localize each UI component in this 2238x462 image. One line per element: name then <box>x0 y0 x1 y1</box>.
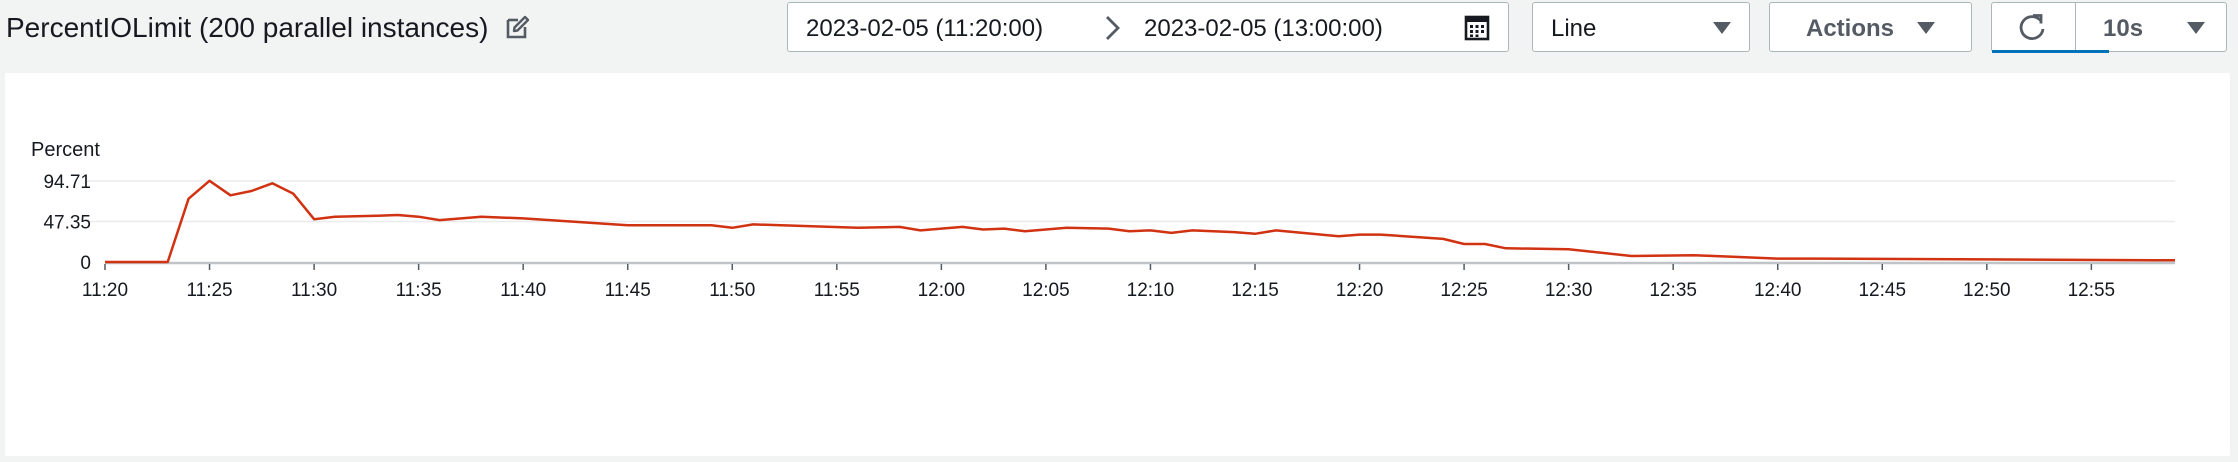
refresh-icon <box>2019 14 2045 40</box>
y-axis-label: Percent <box>31 139 100 161</box>
time-range-picker[interactable]: 2023-02-05 (11:20:00) 2023-02-05 (13:00:… <box>787 2 1509 52</box>
x-tick-label: 12:00 <box>918 280 966 301</box>
x-tick-label: 12:05 <box>1022 280 1070 301</box>
refresh-interval-select[interactable]: 10s <box>2075 3 2225 50</box>
y-tick-label: 0 <box>80 253 91 274</box>
x-tick-label: 12:15 <box>1231 280 1279 301</box>
chevron-right-icon <box>1106 16 1120 40</box>
refresh-interval-value: 10s <box>2103 15 2144 42</box>
edit-icon[interactable] <box>502 13 532 43</box>
chart-panel: Percent 0 47.35 94.71 11:20 11:25 11:30 11:35… <box>5 73 2230 456</box>
refresh-progress-bar <box>1992 50 2109 53</box>
x-tick-label: 12:50 <box>1963 280 2011 301</box>
x-tick-label: 12:40 <box>1754 280 1802 301</box>
calendar-icon[interactable] <box>1464 15 1490 41</box>
x-tick-label: 12:30 <box>1545 280 1593 301</box>
x-tick-label: 11:30 <box>291 280 337 301</box>
widget-header: PercentIOLimit (200 parallel instances) … <box>0 0 2238 72</box>
series-line[interactable] <box>105 179 2175 264</box>
x-tick-label: 11:50 <box>709 280 755 301</box>
series-group <box>105 179 2175 264</box>
caret-down-icon <box>1713 22 1731 34</box>
chart-type-select[interactable]: Line <box>1532 2 1750 52</box>
title-wrap: PercentIOLimit (200 parallel instances) <box>6 12 532 44</box>
x-tick-label: 12:20 <box>1336 280 1384 301</box>
actions-button[interactable]: Actions <box>1769 2 1972 52</box>
x-tick-label: 11:20 <box>82 280 128 301</box>
x-axis-ticks: 11:20 11:25 11:30 11:35 11:40 11:45 11:50 11:55… <box>82 264 2115 301</box>
chart-type-value: Line <box>1551 15 1597 42</box>
x-tick-label: 11:35 <box>396 280 442 301</box>
time-range-start[interactable]: 2023-02-05 (11:20:00) <box>806 15 1044 42</box>
x-tick-label: 11:45 <box>605 280 651 301</box>
x-tick-label: 11:55 <box>814 280 860 301</box>
actions-label: Actions <box>1806 15 1895 42</box>
x-tick-label: 12:35 <box>1649 280 1697 301</box>
x-tick-label: 12:45 <box>1858 280 1906 301</box>
x-tick-label: 12:10 <box>1127 280 1175 301</box>
x-tick-label: 12:25 <box>1440 280 1488 301</box>
line-chart[interactable]: Percent 0 47.35 94.71 11:20 11:25 11:30 11:35… <box>5 73 2230 456</box>
x-tick-label: 12:55 <box>2068 280 2116 301</box>
y-tick-label: 94.71 <box>43 172 91 193</box>
refresh-control: 10s <box>1991 2 2227 53</box>
widget-title: PercentIOLimit (200 parallel instances) <box>6 12 489 43</box>
x-tick-label: 11:40 <box>500 280 546 301</box>
x-tick-label: 11:25 <box>186 280 232 301</box>
caret-down-icon <box>1917 22 1935 34</box>
y-tick-label: 47.35 <box>43 213 91 234</box>
caret-down-icon <box>2187 22 2205 34</box>
grid-lines <box>85 180 2175 265</box>
refresh-button[interactable] <box>1992 3 2076 50</box>
time-range-end[interactable]: 2023-02-05 (13:00:00) <box>1144 15 1383 42</box>
y-axis-ticks: 0 47.35 94.71 <box>43 172 91 274</box>
